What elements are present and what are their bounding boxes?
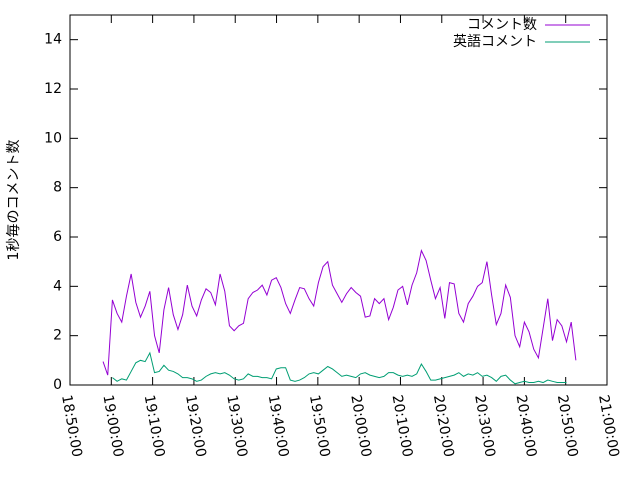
y-tick-label: 0 xyxy=(53,377,62,393)
y-tick-label: 8 xyxy=(53,180,62,196)
plot-border xyxy=(69,14,608,386)
y-axis-label: 1秒毎のコメント数 xyxy=(6,140,22,261)
y-tick-label: 2 xyxy=(53,328,62,344)
y-tick-label: 6 xyxy=(53,229,62,245)
series-line xyxy=(102,249,577,376)
y-tick-label: 12 xyxy=(44,81,62,97)
legend-label: コメント数 xyxy=(467,17,537,33)
legend-label: 英語コメント xyxy=(453,33,537,50)
y-tick-label: 14 xyxy=(44,32,62,48)
series-line xyxy=(112,351,567,385)
y-tick-label: 4 xyxy=(53,278,62,294)
y-tick-label: 10 xyxy=(44,130,62,146)
